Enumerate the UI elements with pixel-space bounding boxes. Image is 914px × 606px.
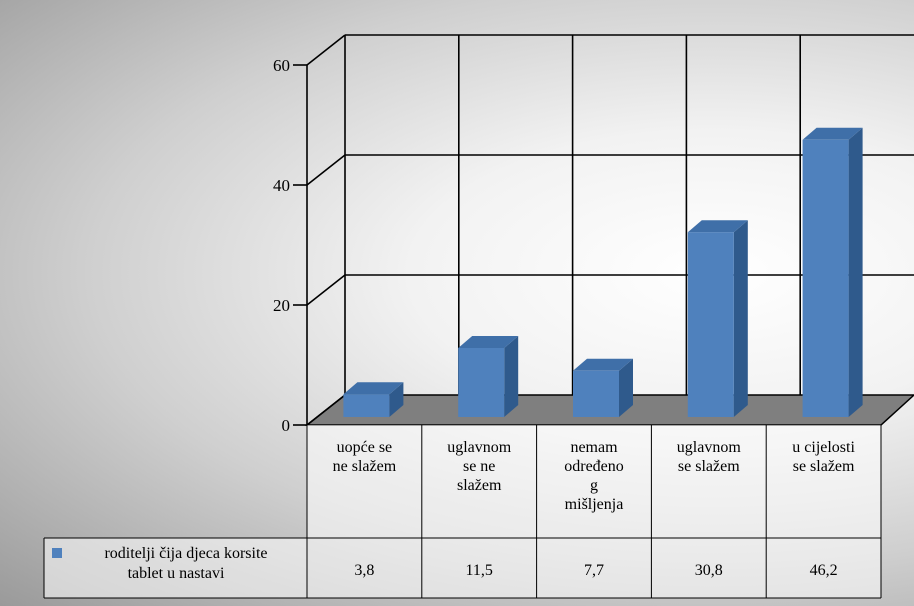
y-tick-label: 20 [273, 296, 290, 315]
bar-side [504, 336, 519, 417]
bar-top [802, 127, 863, 140]
bar-top [343, 382, 404, 395]
table-header-bg [307, 425, 881, 538]
y-tick-label: 0 [282, 416, 291, 435]
value-label: 11,5 [465, 562, 492, 579]
side-gridline [306, 154, 346, 186]
bar-top [573, 358, 633, 371]
bar-front [458, 348, 505, 417]
bar-side [389, 382, 404, 417]
side-gridline [306, 34, 346, 66]
table-row-bg [44, 538, 881, 598]
bars [343, 127, 863, 418]
bar-top [687, 220, 748, 233]
bar-side [733, 220, 748, 417]
bar-side [619, 358, 633, 417]
bar [687, 220, 748, 417]
series-name: roditelji čija djeca korsite tablet u nas… [104, 545, 267, 582]
value-label: 3,8 [354, 562, 374, 579]
category-label: nemam određeno g mišljenja [564, 439, 624, 513]
bar-side [848, 127, 863, 418]
bar-front [343, 394, 390, 417]
legend-key [52, 548, 62, 558]
y-tick-label: 40 [273, 176, 290, 195]
category-label: u cijelosti se slažem [792, 439, 855, 475]
data-table: uopće se ne slažem uglavnom se ne slažem nema… [43, 425, 882, 599]
bar-front [573, 370, 619, 417]
bar [802, 127, 863, 418]
bar [458, 336, 519, 417]
bar-front [687, 232, 734, 417]
category-label: uglavnom se ne slažem [447, 439, 512, 494]
bar [573, 358, 633, 417]
side-gridline [306, 274, 346, 306]
value-label: 30,8 [695, 562, 723, 579]
y-tick-label: 60 [273, 56, 290, 75]
y-axis: 0 20 40 60 [273, 56, 307, 435]
category-label: uopće se ne slažem [333, 439, 397, 475]
category-label: uglavnom se slažem [677, 439, 742, 475]
bar [343, 382, 404, 417]
bar-front [802, 139, 849, 418]
value-label: 46,2 [810, 562, 838, 579]
side-gridline [306, 394, 346, 426]
value-label: 7,7 [584, 562, 604, 579]
bar-top [458, 336, 519, 348]
